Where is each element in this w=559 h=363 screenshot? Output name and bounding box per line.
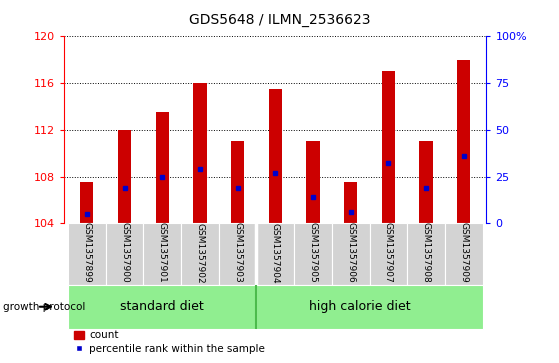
Text: GSM1357908: GSM1357908	[421, 223, 430, 283]
Bar	[181, 223, 219, 285]
Bar	[257, 223, 294, 285]
Text: GSM1357906: GSM1357906	[346, 223, 355, 283]
Bar	[106, 223, 144, 285]
Text: GDS5648 / ILMN_2536623: GDS5648 / ILMN_2536623	[189, 13, 370, 27]
Legend: count, percentile rank within the sample: count, percentile rank within the sample	[69, 326, 269, 358]
Bar	[369, 223, 407, 285]
Bar	[155, 112, 169, 223]
Text: GSM1357902: GSM1357902	[196, 223, 205, 283]
Text: GSM1357903: GSM1357903	[233, 223, 242, 283]
Text: GSM1357909: GSM1357909	[459, 223, 468, 283]
Bar	[193, 83, 206, 223]
Bar	[68, 285, 257, 329]
Bar	[306, 142, 320, 223]
Bar	[332, 223, 369, 285]
Bar	[118, 130, 131, 223]
Bar	[457, 60, 470, 223]
Bar	[80, 182, 93, 223]
Text: GSM1357905: GSM1357905	[309, 223, 318, 283]
Text: growth protocol: growth protocol	[3, 302, 85, 312]
Text: GSM1357900: GSM1357900	[120, 223, 129, 283]
Bar	[68, 223, 106, 285]
Bar	[257, 285, 482, 329]
Text: GSM1357899: GSM1357899	[82, 223, 91, 283]
Text: high calorie diet: high calorie diet	[309, 300, 411, 313]
Bar	[344, 182, 357, 223]
Text: GSM1357904: GSM1357904	[271, 223, 280, 283]
Bar	[445, 223, 482, 285]
Bar	[219, 223, 257, 285]
Text: GSM1357907: GSM1357907	[384, 223, 393, 283]
Bar	[144, 223, 181, 285]
Bar	[294, 223, 332, 285]
Bar	[382, 72, 395, 223]
Text: standard diet: standard diet	[120, 300, 204, 313]
Text: GSM1357901: GSM1357901	[158, 223, 167, 283]
Bar	[231, 142, 244, 223]
Bar	[269, 89, 282, 223]
Bar	[407, 223, 445, 285]
Bar	[419, 142, 433, 223]
